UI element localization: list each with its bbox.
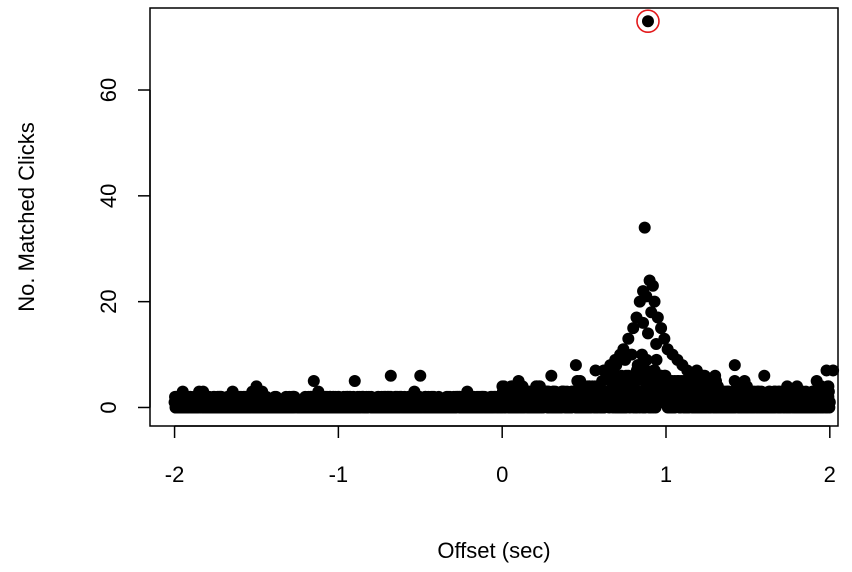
data-point [414, 369, 427, 382]
data-point [641, 15, 654, 28]
x-axis: -2 -1 0 1 2 [165, 425, 836, 487]
data-point [650, 353, 663, 366]
data-point [627, 322, 640, 335]
data-point [622, 332, 635, 345]
data-point [589, 364, 602, 377]
data-point [633, 295, 646, 308]
x-tick-label: 2 [824, 462, 836, 487]
data-point [307, 375, 320, 388]
data-point [641, 327, 654, 340]
data-point [512, 375, 525, 388]
data-point [648, 295, 661, 308]
data-point [637, 316, 650, 329]
x-tick-label: 1 [660, 462, 672, 487]
data-point [193, 385, 206, 398]
x-tick-label: -1 [329, 462, 349, 487]
data-point [655, 322, 668, 335]
data-point [728, 359, 741, 372]
data-point [638, 221, 651, 234]
data-point [650, 337, 663, 350]
x-tick-label: 0 [496, 462, 508, 487]
data-point [545, 369, 558, 382]
data-point [791, 380, 804, 393]
data-point [569, 359, 582, 372]
max-point-highlight-ring [636, 9, 660, 34]
data-point [822, 385, 835, 398]
data-point [758, 369, 771, 382]
data-point [640, 353, 653, 366]
data-point [651, 311, 664, 324]
data-point [823, 396, 836, 409]
data-point [384, 369, 397, 382]
x-axis-label: Offset (sec) [437, 538, 550, 563]
y-tick-label: 40 [96, 184, 121, 208]
y-axis: 0 20 40 60 [96, 78, 151, 414]
data-point [827, 364, 840, 377]
data-point [646, 279, 659, 292]
y-axis-label: No. Matched Clicks [14, 122, 39, 312]
points-layer [168, 9, 840, 414]
y-tick-label: 20 [96, 289, 121, 313]
x-tick-label: -2 [165, 462, 185, 487]
data-point [709, 369, 722, 382]
y-tick-label: 0 [96, 401, 121, 413]
data-point [250, 380, 263, 393]
data-point [176, 385, 189, 398]
data-point [348, 375, 361, 388]
data-point [687, 369, 700, 382]
y-tick-label: 60 [96, 78, 121, 102]
